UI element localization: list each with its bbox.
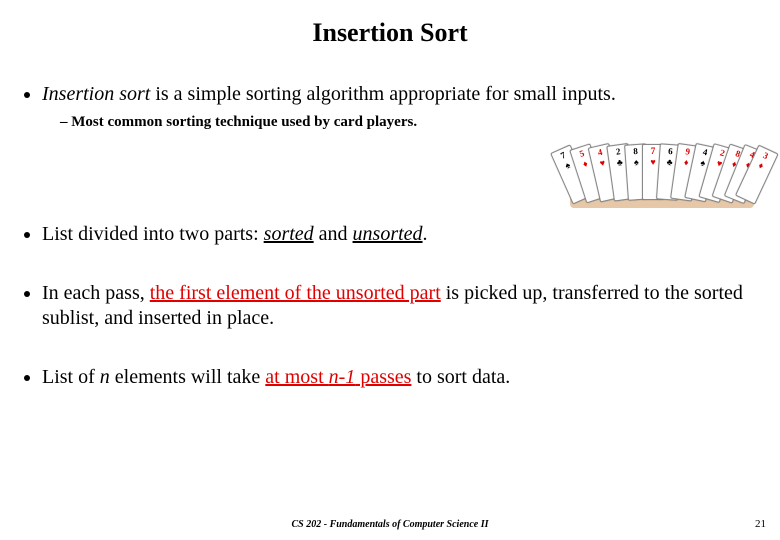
footer-course: CS 202 - Fundamentals of Computer Scienc…: [0, 519, 780, 530]
b2-unsorted: unsorted: [353, 223, 423, 245]
b3-red: the first element of the unsorted part: [150, 282, 441, 304]
bullet-1-text: is a simple sorting algorithm appropriat…: [150, 83, 615, 105]
bullet-2: List divided into two parts: sorted and …: [42, 222, 754, 247]
b4-c: to sort data.: [411, 366, 510, 388]
bullet-1-sub: Most common sorting technique used by ca…: [60, 113, 754, 132]
bullet-1: Insertion sort is a simple sorting algor…: [42, 82, 754, 132]
b4-a: List of: [42, 366, 100, 388]
b2-a: List divided into two parts:: [42, 223, 264, 245]
sub-list: Most common sorting technique used by ca…: [42, 113, 754, 132]
slide-title: Insertion Sort: [0, 0, 780, 54]
b4-red-a: at most: [265, 366, 328, 388]
b3-a: In each pass,: [42, 282, 150, 304]
cards-image: 7♠5♦4♥2♣8♠7♥6♣9♦4♠2♥8♦4♦3♦: [570, 134, 754, 208]
bullet-3: In each pass, the first element of the u…: [42, 281, 754, 331]
footer-page-number: 21: [755, 518, 766, 530]
b4-n: n: [100, 366, 110, 388]
term-insertion-sort: Insertion sort: [42, 83, 150, 105]
bullet-4: List of n elements will take at most n-1…: [42, 365, 754, 390]
bullet-list: Insertion sort is a simple sorting algor…: [0, 82, 780, 390]
slide: Insertion Sort Insertion sort is a simpl…: [0, 0, 780, 540]
b2-sorted: sorted: [264, 223, 314, 245]
b2-and: and: [314, 223, 353, 245]
b4-red-b: passes: [355, 366, 411, 388]
b4-red: at most n-1 passes: [265, 366, 411, 388]
b4-b: elements will take: [110, 366, 266, 388]
b4-red-n1: n-1: [329, 366, 356, 388]
b2-dot: .: [423, 223, 428, 245]
